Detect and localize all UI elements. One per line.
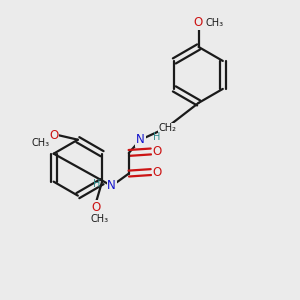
Text: H: H bbox=[93, 179, 100, 190]
Text: O: O bbox=[50, 129, 58, 142]
Text: N: N bbox=[107, 179, 116, 192]
Text: CH₃: CH₃ bbox=[90, 214, 108, 224]
Text: CH₂: CH₂ bbox=[158, 123, 176, 133]
Text: H: H bbox=[153, 132, 160, 142]
Text: O: O bbox=[194, 16, 202, 29]
Text: N: N bbox=[136, 133, 145, 146]
Text: O: O bbox=[153, 145, 162, 158]
Text: CH₃: CH₃ bbox=[32, 138, 50, 148]
Text: CH₃: CH₃ bbox=[206, 17, 224, 28]
Text: O: O bbox=[153, 166, 162, 178]
Text: O: O bbox=[92, 201, 101, 214]
